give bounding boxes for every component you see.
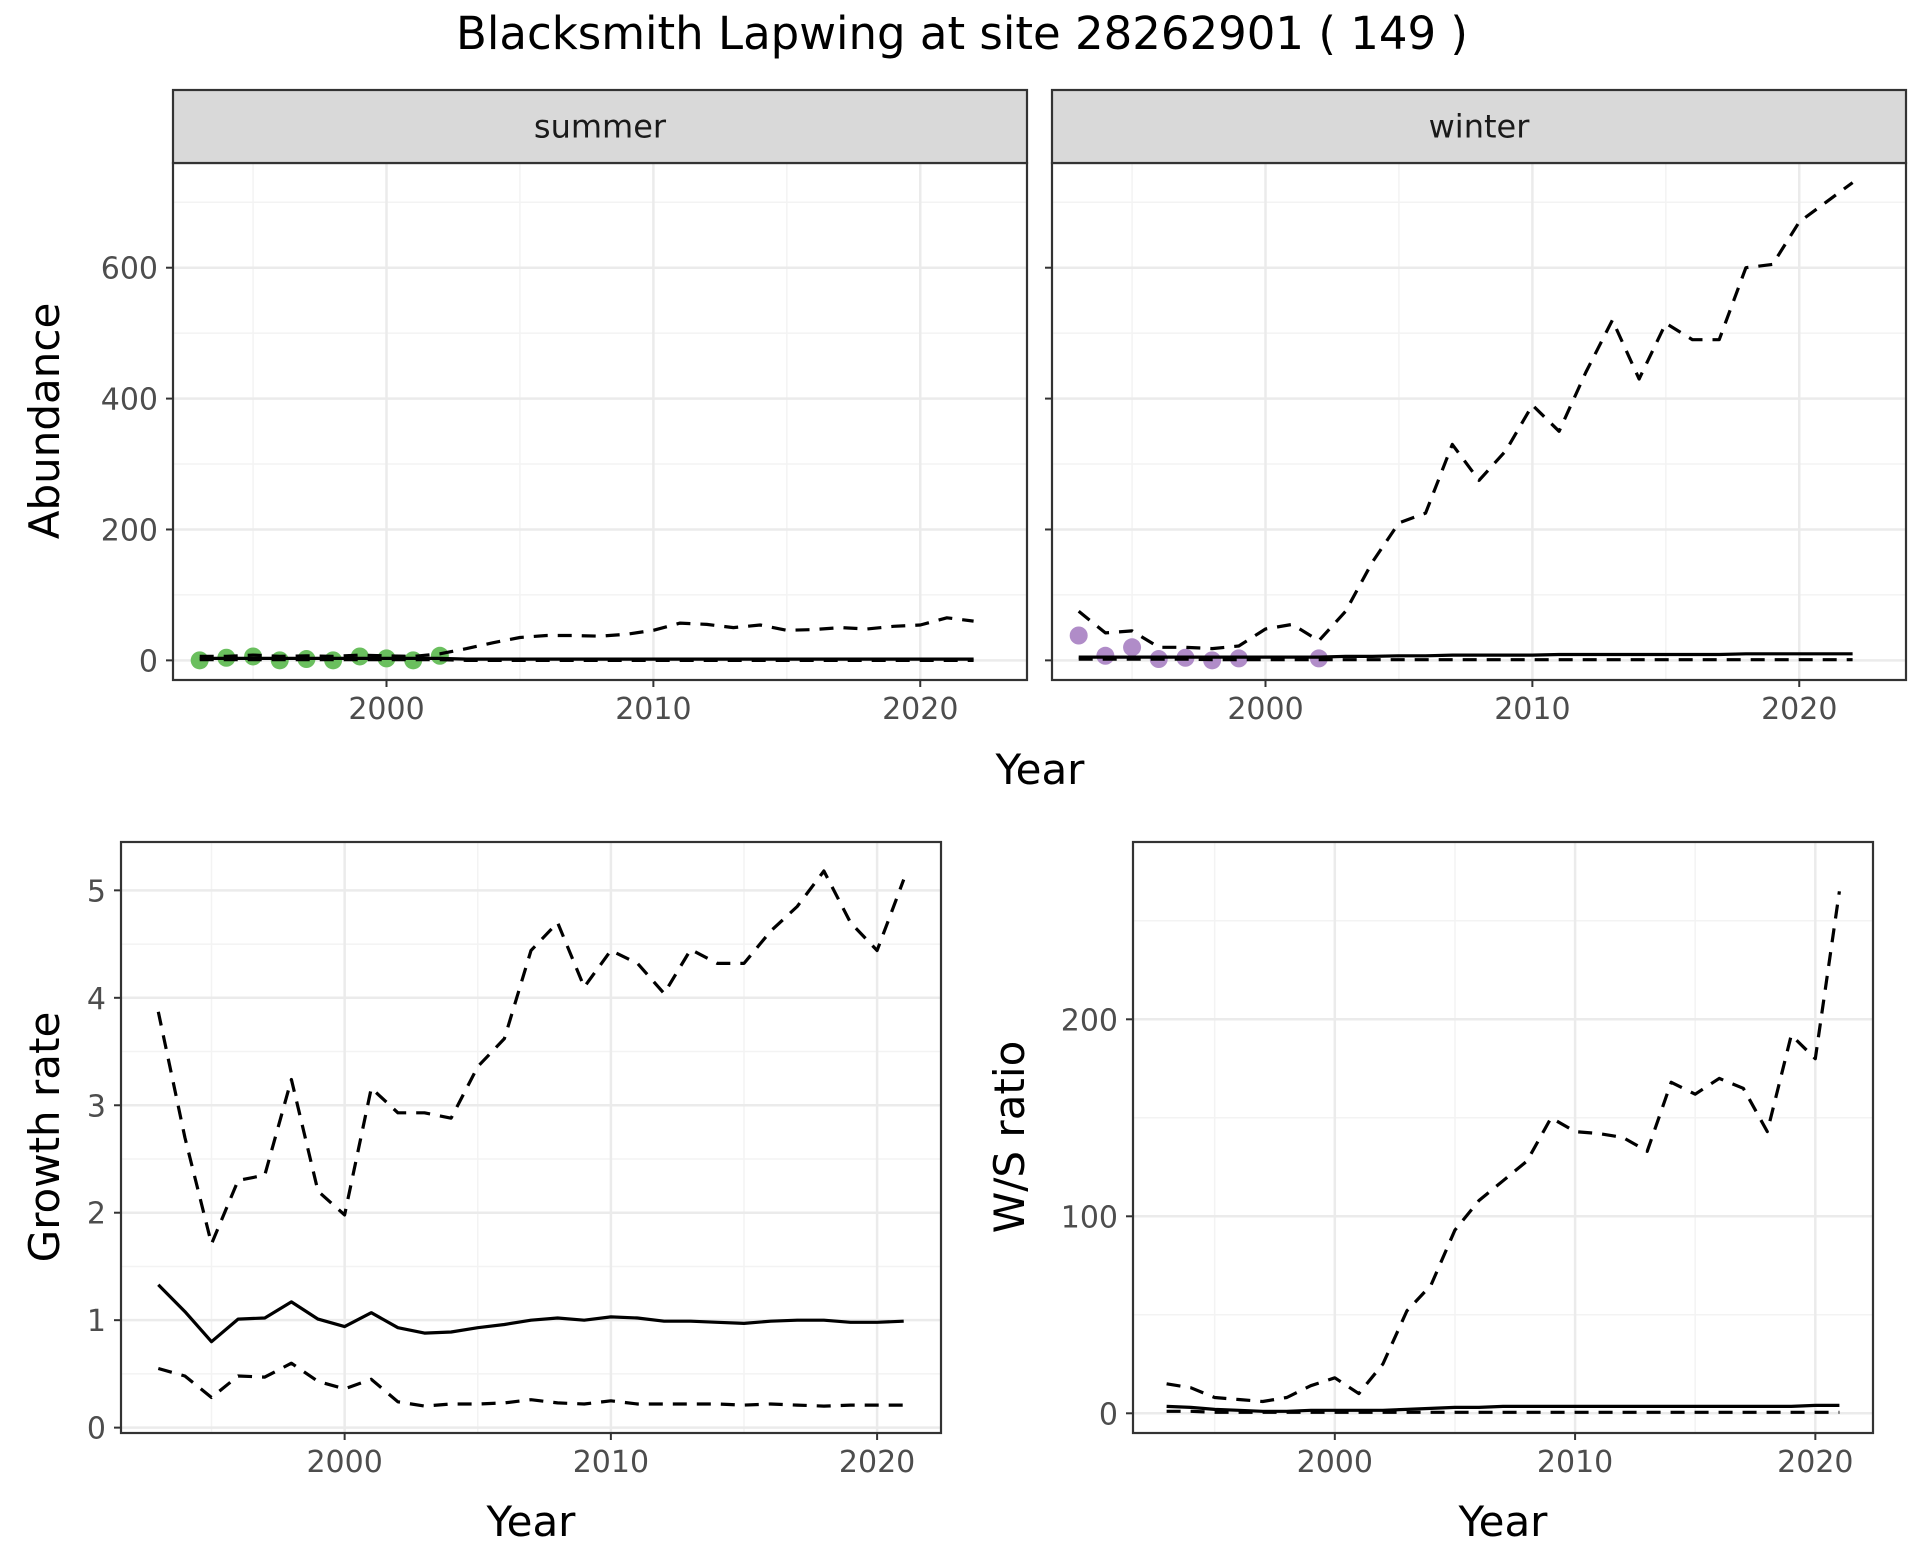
interval-line [157, 1361, 904, 1408]
facet-strip [171, 88, 1029, 165]
y-tick-label: 200 [101, 513, 158, 548]
y-tick-label: 0 [139, 644, 158, 679]
x-tick-label: 2020 [1777, 1445, 1853, 1480]
facet-label: summer [534, 108, 667, 146]
interval-line [1078, 657, 1853, 662]
x-tick-label: 2000 [348, 692, 424, 727]
panel-border [1131, 840, 1875, 1435]
y-tick-label: 3 [87, 1089, 106, 1124]
facet-label: winter [1429, 108, 1531, 146]
y-tick-label: 100 [1061, 1200, 1118, 1235]
panel-ratio: 2000 2010 2020 0 100 200 Year W/S ratio [985, 840, 1875, 1546]
interval-line [199, 658, 974, 662]
interval-line [1166, 1409, 1840, 1414]
x-axis-title: Year [1458, 1497, 1549, 1546]
x-tick-label: 2000 [1227, 692, 1303, 727]
y-tick-label: 0 [87, 1412, 106, 1447]
chart-title: Blacksmith Lapwing at site 28262901 ( 14… [456, 7, 1468, 60]
panel-background [1133, 842, 1873, 1433]
data-point [430, 646, 449, 665]
y-tick-label: 200 [1061, 1003, 1118, 1038]
y-tick-label: 0 [1099, 1397, 1118, 1432]
x-axis-title: Year [995, 745, 1086, 794]
x-tick-label: 2010 [573, 1445, 649, 1480]
x-tick-label: 2000 [306, 1445, 382, 1480]
y-tick-label: 600 [101, 252, 158, 287]
panel-border [119, 840, 943, 1435]
y-axis-title: Growth rate [20, 1012, 69, 1263]
panel-background [173, 163, 1027, 680]
trend-line [157, 1283, 904, 1344]
data-point [1069, 626, 1088, 645]
interval-line [1077, 181, 1854, 651]
x-tick-label: 2010 [615, 692, 691, 727]
x-tick-label: 2010 [1537, 1445, 1613, 1480]
y-tick-label: 4 [87, 982, 106, 1017]
x-tick-label: 2000 [1297, 1445, 1373, 1480]
y-tick-label: 1 [87, 1304, 106, 1339]
trend-line [1166, 1403, 1840, 1413]
x-tick-label: 2020 [839, 1445, 915, 1480]
panel-winter: 2000 2010 2020 winter [1045, 88, 1908, 727]
panel-background [121, 842, 941, 1433]
data-point [1123, 638, 1142, 657]
interval-line [156, 869, 906, 1246]
x-tick-label: 2010 [1494, 692, 1570, 727]
panel-summer: 2000 2010 2020 0 200 400 600 summer Abundance [20, 88, 1029, 727]
y-tick-label: 5 [87, 874, 106, 909]
y-axis-title: W/S ratio [985, 1041, 1034, 1234]
panel-background [1052, 163, 1906, 680]
y-axis-title: Abundance [20, 303, 69, 540]
x-tick-label: 2020 [882, 692, 958, 727]
x-axis-title: Year [486, 1497, 577, 1546]
x-tick-label: 2020 [1761, 692, 1837, 727]
panel-growth: 2000 2010 2020 0 1 2 3 4 5 Year Growth rate [20, 840, 943, 1546]
trend-line [1078, 652, 1853, 659]
interval-line [1166, 891, 1841, 1404]
y-tick-label: 400 [101, 383, 158, 418]
facet-strip [1050, 88, 1908, 165]
interval-line [199, 616, 974, 658]
y-tick-label: 2 [87, 1197, 106, 1232]
